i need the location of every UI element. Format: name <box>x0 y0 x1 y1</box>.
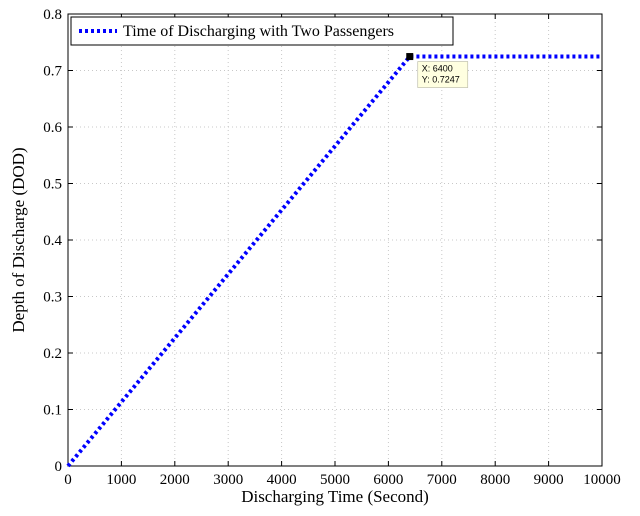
x-tick-label: 10000 <box>583 472 621 488</box>
datatip-marker[interactable] <box>406 53 414 61</box>
y-tick-label: 0.1 <box>43 403 62 419</box>
y-tick-label: 0 <box>55 459 63 475</box>
series-layer <box>66 54 602 468</box>
y-tick-label: 0.2 <box>43 346 62 362</box>
y-tick-label: 0.4 <box>43 233 62 249</box>
y-tick-label: 0.3 <box>43 290 62 306</box>
y-tick-label: 0.7 <box>43 64 62 80</box>
series-line <box>66 54 602 468</box>
grid <box>68 14 602 466</box>
axis-ticks: 0 1000 2000 3000 4000 5000 6000 7000 8000 9000 100… <box>43 7 621 488</box>
x-tick-label: 2000 <box>160 472 190 488</box>
legend-label: Time of Discharging with Two Passengers <box>123 23 394 40</box>
x-tick-label: 3000 <box>213 472 243 488</box>
datatip-y-label: Y: 0.7247 <box>422 75 460 85</box>
y-tick-label: 0.8 <box>43 7 62 23</box>
datatip-x-label: X: 6400 <box>422 64 453 74</box>
x-tick-label: 4000 <box>267 472 297 488</box>
x-tick-label: 1000 <box>106 472 136 488</box>
x-tick-label: 6000 <box>373 472 403 488</box>
x-axis-title: Discharging Time (Second) <box>241 487 429 506</box>
x-tick-label: 5000 <box>320 472 350 488</box>
x-tick-label: 8000 <box>480 472 510 488</box>
legend-box <box>70 16 454 46</box>
x-tick-label: 7000 <box>427 472 457 488</box>
legend: Time of Discharging with Two Passengers <box>70 16 454 46</box>
x-tick-label: 0 <box>64 472 72 488</box>
y-tick-label: 0.5 <box>43 177 62 193</box>
y-tick-label: 0.6 <box>43 120 62 136</box>
y-axis-title: Depth of Discharge (DOD) <box>9 147 28 332</box>
datatip-box <box>417 61 469 88</box>
x-tick-label: 9000 <box>534 472 564 488</box>
